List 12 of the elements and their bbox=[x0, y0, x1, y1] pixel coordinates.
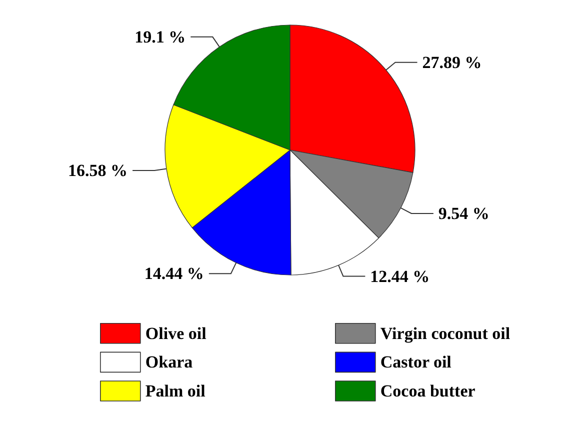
data-label: 16.58 % bbox=[68, 161, 128, 180]
data-label: 9.54 % bbox=[438, 204, 490, 223]
legend-label: Palm oil bbox=[145, 382, 206, 400]
legend-label: Virgin coconut oil bbox=[380, 324, 510, 343]
legend-label: Cocoa butter bbox=[380, 382, 476, 400]
legend-label: Okara bbox=[145, 352, 194, 372]
data-label: 27.89 % bbox=[422, 52, 482, 72]
data-label: 19.1 % bbox=[134, 27, 186, 46]
legend-label: Castor oil bbox=[380, 352, 452, 372]
data-label: 12.44 % bbox=[370, 266, 430, 286]
legend-label: Olive oil bbox=[145, 324, 207, 343]
data-label: 14.44 % bbox=[144, 264, 204, 284]
